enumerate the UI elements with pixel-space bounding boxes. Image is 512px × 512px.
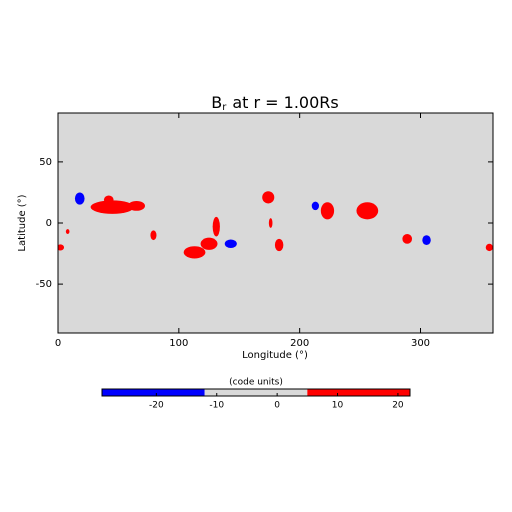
field-region: [212, 216, 220, 237]
colorbar-frame: [101, 388, 411, 397]
colorbar-label: (code units): [229, 378, 283, 388]
x-tick-label: 200: [290, 338, 309, 349]
colorbar-tick-label: 20: [392, 401, 404, 411]
colorbar-tick-label: -20: [149, 401, 164, 411]
field-region: [311, 201, 319, 211]
field-region: [65, 229, 70, 234]
colorbar-segment: [307, 389, 410, 396]
y-tick-label: -50: [36, 279, 52, 290]
colorbar-tick-label: -10: [209, 401, 224, 411]
x-tick-label: 100: [169, 338, 188, 349]
colorbar-segment: [102, 389, 205, 396]
field-region: [183, 246, 206, 259]
chart-title: Br at r = 1.00Rs: [211, 93, 339, 114]
field-region: [274, 238, 284, 252]
field-region: [262, 191, 275, 204]
y-axis-label: Latitude (°): [17, 194, 28, 251]
colorbar: -20 -10 0 10 20: [101, 388, 411, 411]
colorbar-tick-label: 0: [274, 401, 280, 411]
x-tick-label: 300: [411, 338, 430, 349]
colorbar-segment: [204, 389, 308, 396]
field-region: [422, 235, 431, 245]
x-axis-label: Longitude (°): [242, 350, 308, 361]
map-layer: [58, 191, 493, 259]
y-tick-label: 50: [39, 157, 52, 168]
colorbar-tick-label: 10: [332, 401, 344, 411]
field-region: [74, 192, 85, 205]
y-tick-label: 0: [46, 218, 52, 229]
field-region: [268, 218, 273, 228]
field-region: [90, 200, 135, 214]
field-region: [103, 195, 114, 205]
field-region: [128, 201, 146, 211]
field-region: [402, 234, 413, 244]
x-tick-label: 0: [55, 338, 61, 349]
field-region: [150, 230, 157, 241]
field-region: [485, 243, 493, 252]
plot-background: [58, 113, 493, 333]
field-region: [224, 239, 237, 249]
field-region: [320, 202, 335, 220]
field-region: [58, 244, 65, 251]
field-region: [200, 237, 218, 250]
title-rest: at r = 1.00Rs: [232, 93, 338, 112]
field-region: [356, 202, 379, 220]
title-main: B: [211, 93, 222, 112]
title-subscript: r: [222, 102, 227, 113]
